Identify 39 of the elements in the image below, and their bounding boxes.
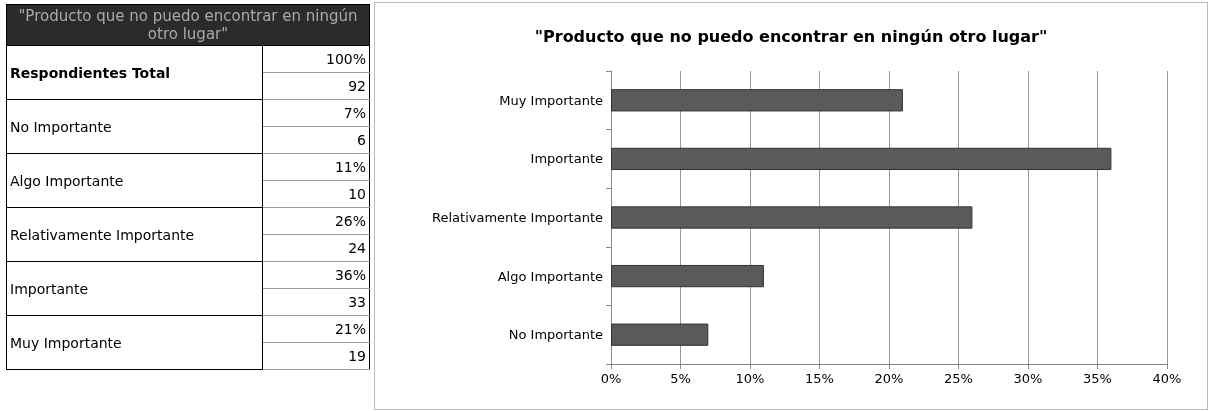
chart-title: "Producto que no puedo encontrar en ningún otro lugar"	[534, 26, 1048, 46]
bar	[611, 206, 973, 229]
text: No Importante	[6, 99, 263, 154]
text: Importante	[6, 261, 263, 316]
x-tick-label: 0%	[600, 371, 622, 386]
text: 21%	[262, 315, 370, 343]
x-tick-label: 40%	[1152, 371, 1182, 386]
x-tick-label: 30%	[1013, 371, 1043, 386]
text: 100%	[262, 45, 370, 73]
text: Respondientes Total	[6, 45, 263, 100]
text: 10	[262, 180, 370, 208]
x-tick-label: 10%	[735, 371, 765, 386]
x-tick-label: 20%	[874, 371, 904, 386]
text: 33	[262, 288, 370, 316]
bar	[611, 147, 1112, 171]
y-tick-label: Relativamente Importante	[432, 210, 603, 225]
text: 26%	[262, 207, 370, 235]
y-tick-label: Importante	[530, 151, 603, 167]
text: 19	[262, 342, 370, 370]
y-tick-label: Algo Importante	[497, 268, 603, 284]
x-tick-label: 25%	[944, 371, 973, 386]
text: 11%	[262, 153, 370, 181]
bar	[611, 323, 709, 346]
text: 24	[262, 234, 370, 262]
text: 6	[262, 126, 370, 154]
text: 7%	[262, 99, 370, 127]
text: "Producto que no puedo encontrar en ningún otro lugar"	[6, 4, 370, 46]
bar	[611, 264, 764, 288]
x-tick-label: 35%	[1083, 371, 1112, 386]
x-tick-label: 5%	[670, 371, 691, 386]
text: 92	[262, 72, 370, 100]
y-tick-label: No Importante	[508, 327, 603, 343]
text: Muy Importante	[6, 315, 263, 370]
bar	[611, 89, 903, 112]
text: 36%	[262, 261, 370, 289]
text: Relativamente Importante	[6, 207, 263, 262]
x-tick-label: 15%	[805, 371, 834, 386]
text: Algo Importante	[6, 153, 263, 208]
y-tick-label: Muy Importante	[499, 92, 603, 108]
